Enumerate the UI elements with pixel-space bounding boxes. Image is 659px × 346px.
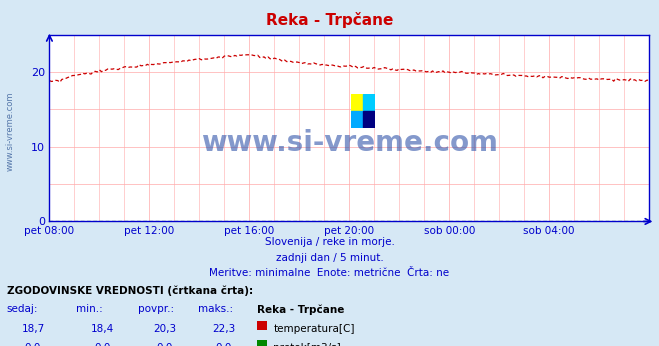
Text: temperatura[C]: temperatura[C]: [273, 324, 355, 334]
Bar: [351, 94, 363, 111]
Text: Slovenija / reke in morje.: Slovenija / reke in morje.: [264, 237, 395, 247]
Text: min.:: min.:: [76, 304, 103, 315]
Text: Meritve: minimalne  Enote: metrične  Črta: ne: Meritve: minimalne Enote: metrične Črta:…: [210, 268, 449, 278]
Text: ZGODOVINSKE VREDNOSTI (črtkana črta):: ZGODOVINSKE VREDNOSTI (črtkana črta):: [7, 285, 252, 296]
Text: 0,0: 0,0: [157, 343, 173, 346]
Bar: [363, 111, 375, 128]
Text: 22,3: 22,3: [212, 324, 236, 334]
Text: povpr.:: povpr.:: [138, 304, 175, 315]
Text: www.si-vreme.com: www.si-vreme.com: [201, 129, 498, 157]
Text: www.si-vreme.com: www.si-vreme.com: [5, 92, 14, 171]
Text: 18,7: 18,7: [21, 324, 45, 334]
Text: zadnji dan / 5 minut.: zadnji dan / 5 minut.: [275, 253, 384, 263]
Text: 0,0: 0,0: [25, 343, 41, 346]
Text: 0,0: 0,0: [216, 343, 232, 346]
Text: 20,3: 20,3: [153, 324, 177, 334]
Bar: [351, 111, 363, 128]
Text: 18,4: 18,4: [90, 324, 114, 334]
Text: Reka - Trpčane: Reka - Trpčane: [257, 304, 345, 315]
Bar: [363, 94, 375, 111]
Text: pretok[m3/s]: pretok[m3/s]: [273, 343, 341, 346]
Text: 0,0: 0,0: [94, 343, 110, 346]
Text: maks.:: maks.:: [198, 304, 233, 315]
Text: Reka - Trpčane: Reka - Trpčane: [266, 12, 393, 28]
Text: sedaj:: sedaj:: [7, 304, 38, 315]
